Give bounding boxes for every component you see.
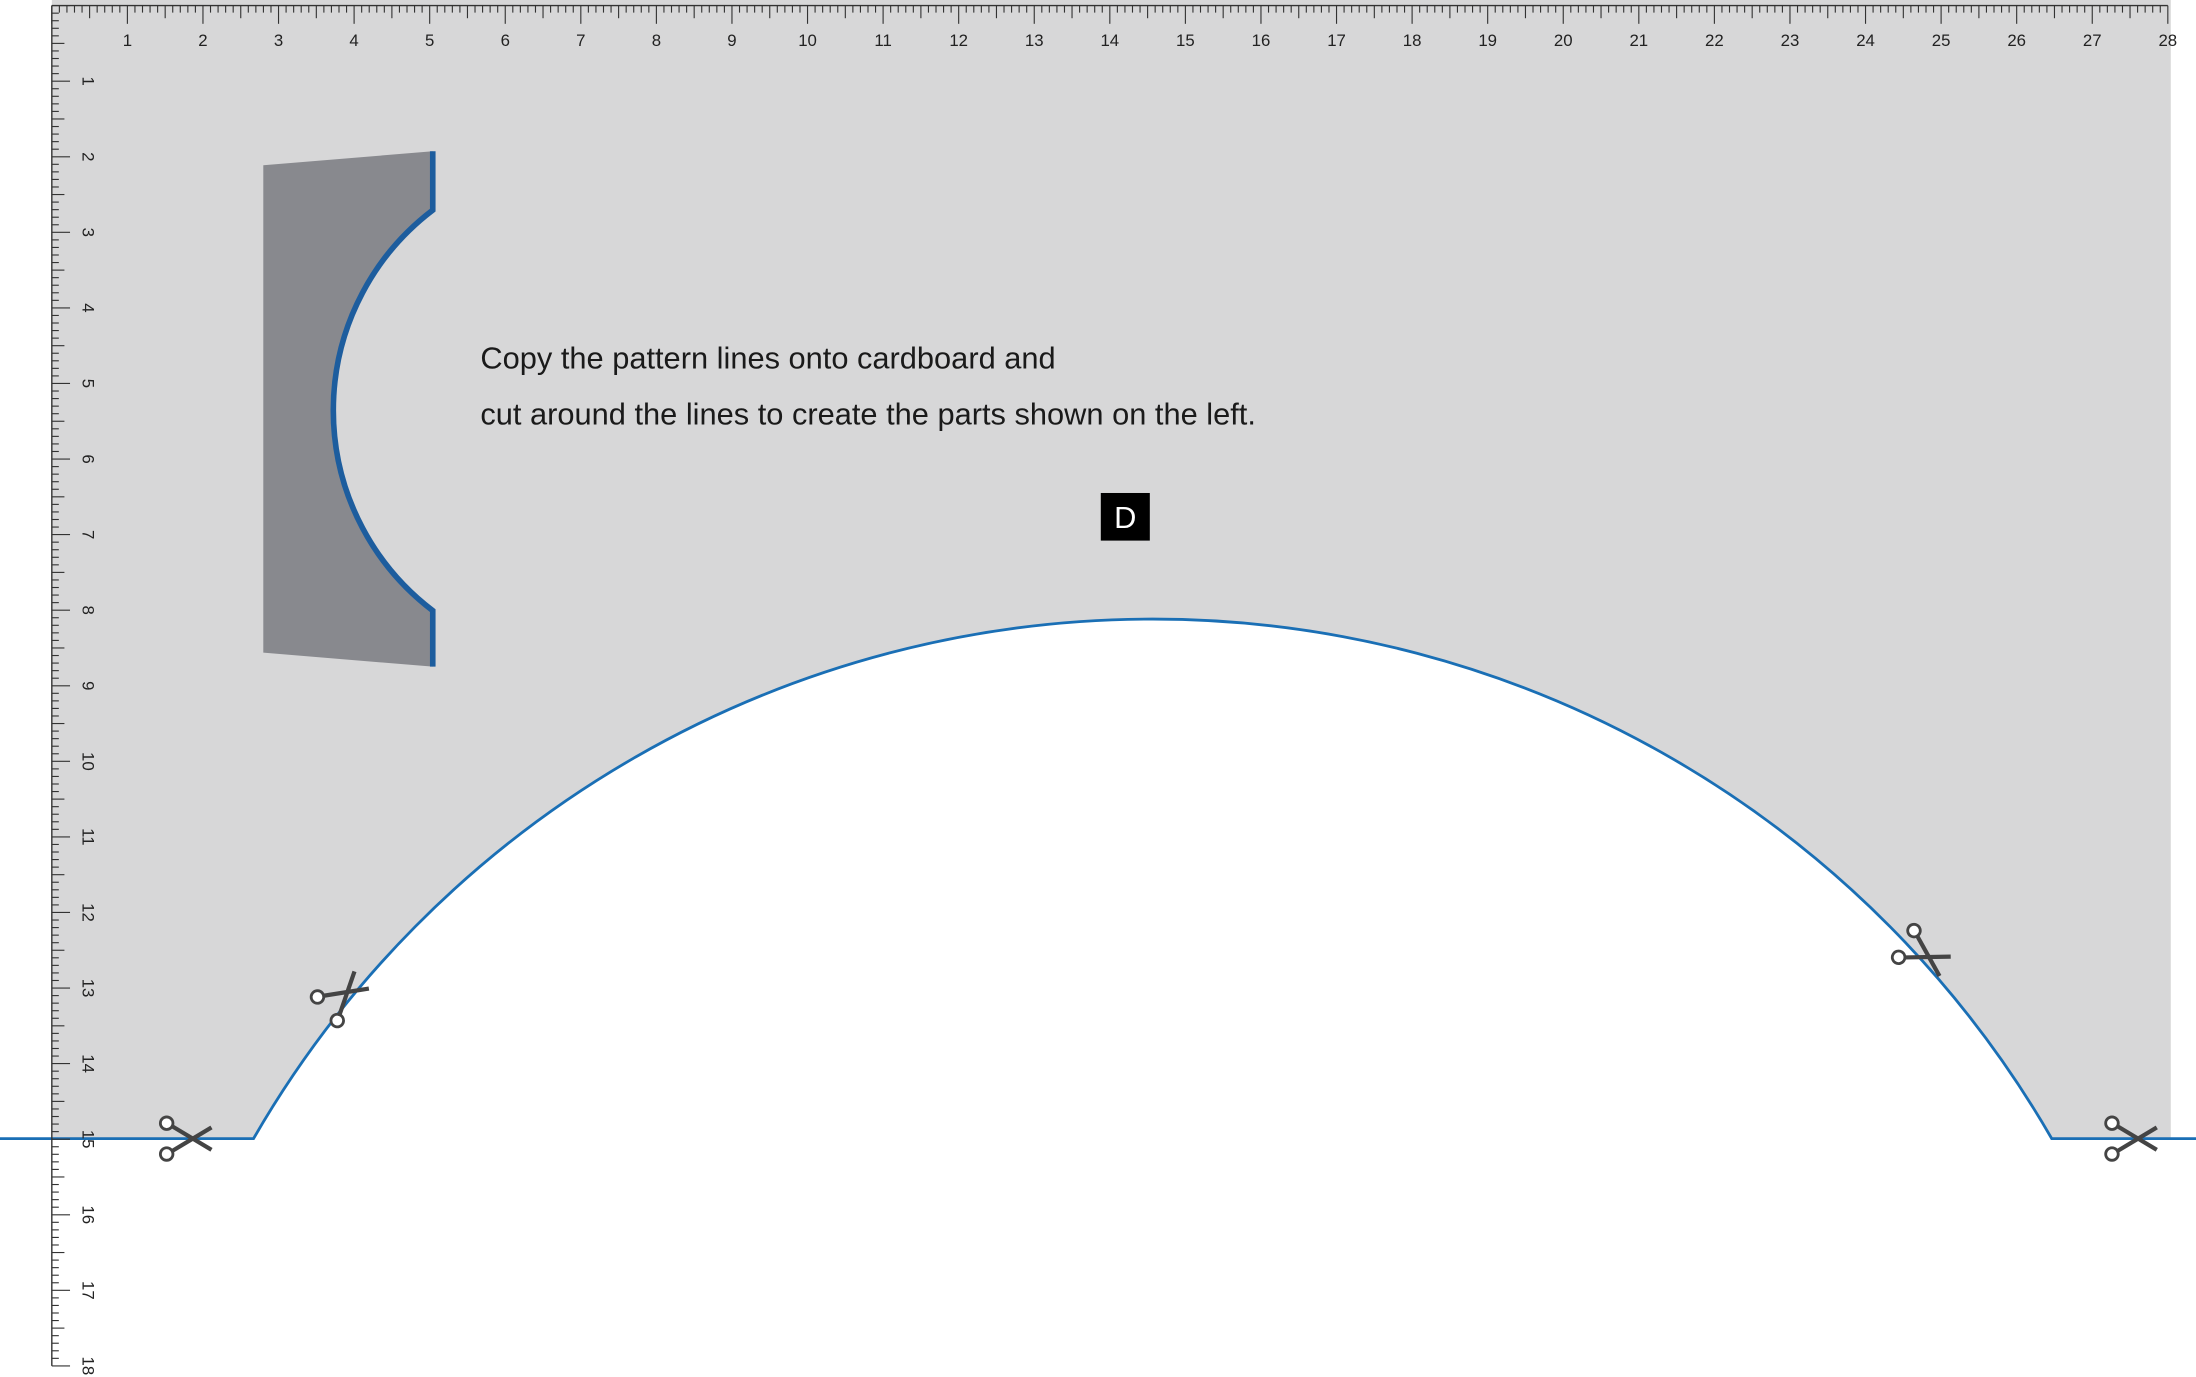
ruler-label: 20 xyxy=(1554,31,1573,50)
ruler-label: 25 xyxy=(1932,31,1951,50)
ruler-label: 6 xyxy=(79,454,98,463)
ruler-label: 27 xyxy=(2083,31,2102,50)
ruler-label: 16 xyxy=(1252,31,1271,50)
ruler-label: 22 xyxy=(1705,31,1724,50)
ruler-label: 8 xyxy=(79,606,98,615)
ruler-label: 9 xyxy=(727,31,736,50)
ruler-label: 1 xyxy=(123,31,132,50)
ruler-label: 4 xyxy=(349,31,358,50)
ruler-label: 13 xyxy=(1025,31,1044,50)
ruler-label: 26 xyxy=(2007,31,2026,50)
ruler-label: 24 xyxy=(1856,31,1875,50)
ruler-label: 2 xyxy=(198,31,207,50)
ruler-label: 7 xyxy=(79,530,98,539)
instruction-line: Copy the pattern lines onto cardboard an… xyxy=(480,340,1055,375)
ruler-label: 2 xyxy=(79,152,98,161)
ruler-label: 11 xyxy=(79,828,98,845)
ruler-label: 16 xyxy=(79,1205,98,1224)
label-box xyxy=(1100,492,1150,541)
ruler-label: 18 xyxy=(1403,31,1422,50)
ruler-label: 12 xyxy=(949,31,968,50)
ruler-label: 14 xyxy=(79,1054,98,1073)
ruler-label: 12 xyxy=(79,903,98,922)
ruler-label: 10 xyxy=(798,31,817,50)
part-shape xyxy=(263,151,433,667)
ruler-label: 1 xyxy=(79,77,98,86)
ruler-label: 4 xyxy=(79,303,98,312)
ruler-label: 8 xyxy=(652,31,661,50)
ruler-label: 6 xyxy=(501,31,510,50)
ruler-label: 14 xyxy=(1100,31,1119,50)
ruler-label: 15 xyxy=(79,1130,98,1149)
ruler-label: 21 xyxy=(1629,31,1648,50)
ruler-label: 10 xyxy=(79,752,98,771)
ruler-label: 17 xyxy=(79,1281,98,1300)
part-preview xyxy=(263,151,436,667)
ruler-label: 5 xyxy=(425,31,434,50)
ruler-label: 19 xyxy=(1478,31,1497,50)
ruler-label: 5 xyxy=(79,379,98,388)
ruler-label: 28 xyxy=(2158,31,2177,50)
part-label: D xyxy=(1114,500,1136,535)
cardboard-area xyxy=(51,0,2171,1139)
ruler-label: 3 xyxy=(79,228,98,237)
ruler-label: 23 xyxy=(1781,31,1800,50)
part-edge xyxy=(330,151,436,667)
rulers: 1 2 3 4 5 6 7 8 9 10 11 12 13 14 15 16 17 18 19 20 21 22 23 24 2… xyxy=(51,4,2177,1376)
instruction-line: cut around the lines to create the parts… xyxy=(480,396,1256,431)
ruler-label: 3 xyxy=(274,31,283,50)
ruler-label: 13 xyxy=(79,979,98,998)
cut-line xyxy=(0,617,2196,1141)
ruler-label: 18 xyxy=(79,1357,98,1376)
ruler-label: 17 xyxy=(1327,31,1346,50)
ruler-label: 11 xyxy=(874,31,891,50)
ruler-label: 15 xyxy=(1176,31,1195,50)
ruler-label: 9 xyxy=(79,681,98,690)
ruler-label: 7 xyxy=(576,31,585,50)
